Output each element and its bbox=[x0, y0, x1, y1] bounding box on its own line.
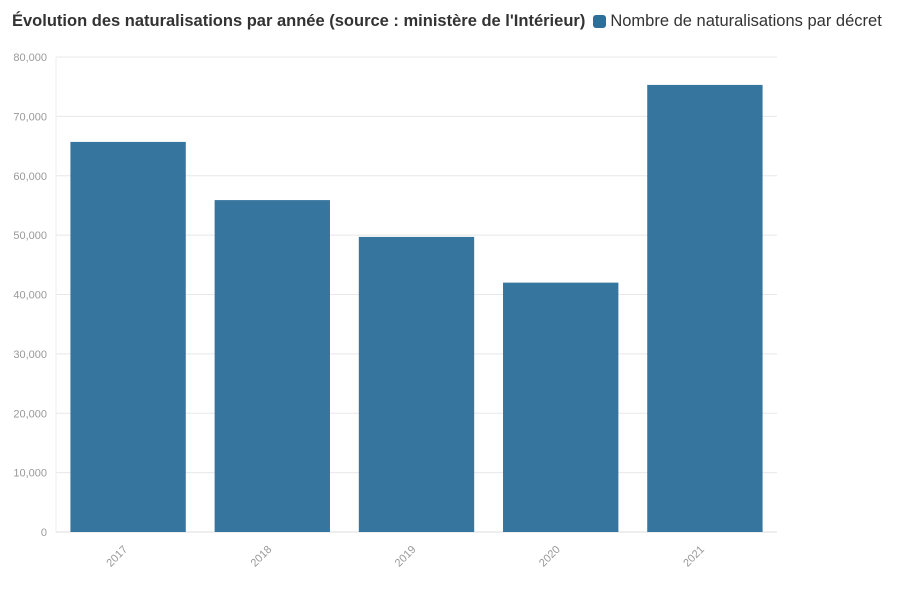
y-tick-label: 10,000 bbox=[13, 468, 47, 480]
y-tick-label: 50,000 bbox=[13, 230, 47, 242]
x-tick-label: 2019 bbox=[393, 544, 419, 570]
legend-label: Nombre de naturalisations par décret bbox=[610, 12, 882, 30]
y-tick-label: 60,000 bbox=[13, 171, 47, 183]
bar-2018[interactable] bbox=[214, 200, 330, 532]
chart-title: Évolution des naturalisations par année … bbox=[12, 12, 586, 30]
y-tick-label: 30,000 bbox=[13, 349, 47, 361]
y-tick-label: 80,000 bbox=[13, 52, 47, 64]
x-tick-label: 2021 bbox=[681, 544, 707, 570]
bar-2019[interactable] bbox=[358, 236, 475, 532]
legend: Nombre de naturalisations par décret bbox=[593, 12, 882, 31]
y-tick-label: 20,000 bbox=[13, 408, 47, 420]
y-tick-label: 70,000 bbox=[13, 111, 47, 123]
y-tick-label: 40,000 bbox=[13, 290, 47, 302]
y-tick-label: 0 bbox=[41, 527, 47, 539]
chart-header: Évolution des naturalisations par année … bbox=[12, 12, 882, 31]
bar-2021[interactable] bbox=[647, 84, 763, 532]
bar-2020[interactable] bbox=[503, 282, 619, 532]
x-tick-label: 2017 bbox=[104, 544, 130, 570]
x-tick-label: 2018 bbox=[249, 544, 275, 570]
bar-2017[interactable] bbox=[70, 141, 186, 532]
legend-swatch bbox=[593, 15, 607, 28]
x-tick-label: 2020 bbox=[537, 544, 563, 570]
